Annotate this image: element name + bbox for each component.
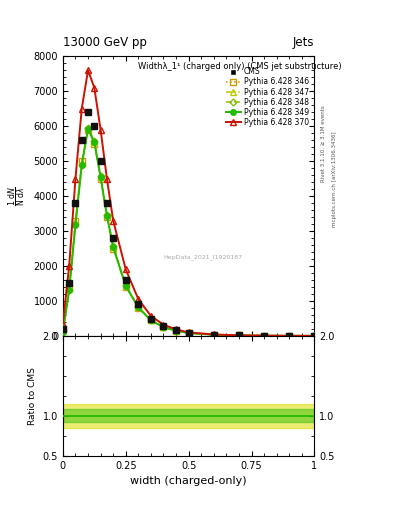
Y-axis label: Ratio to CMS: Ratio to CMS — [28, 367, 37, 425]
Text: Widthλ_1¹ (charged only) (CMS jet substructure): Widthλ_1¹ (charged only) (CMS jet substr… — [138, 62, 342, 71]
Y-axis label: $\frac{1}{\mathrm{N}}\frac{\mathrm{d}N}{\mathrm{d}\lambda}$: $\frac{1}{\mathrm{N}}\frac{\mathrm{d}N}{… — [6, 186, 28, 206]
Text: 13000 GeV pp: 13000 GeV pp — [63, 36, 147, 49]
Text: HepData_2021_I1920187: HepData_2021_I1920187 — [163, 255, 242, 261]
Legend: CMS, Pythia 6.428 346, Pythia 6.428 347, Pythia 6.428 348, Pythia 6.428 349, Pyt: CMS, Pythia 6.428 346, Pythia 6.428 347,… — [224, 66, 310, 129]
Text: mcplots.cern.ch [arXiv:1306.3436]: mcplots.cern.ch [arXiv:1306.3436] — [332, 132, 337, 227]
Text: Rivet 3.1.10, ≥ 3.1M events: Rivet 3.1.10, ≥ 3.1M events — [320, 105, 325, 182]
X-axis label: width (charged-only): width (charged-only) — [130, 476, 247, 486]
Text: Jets: Jets — [293, 36, 314, 49]
